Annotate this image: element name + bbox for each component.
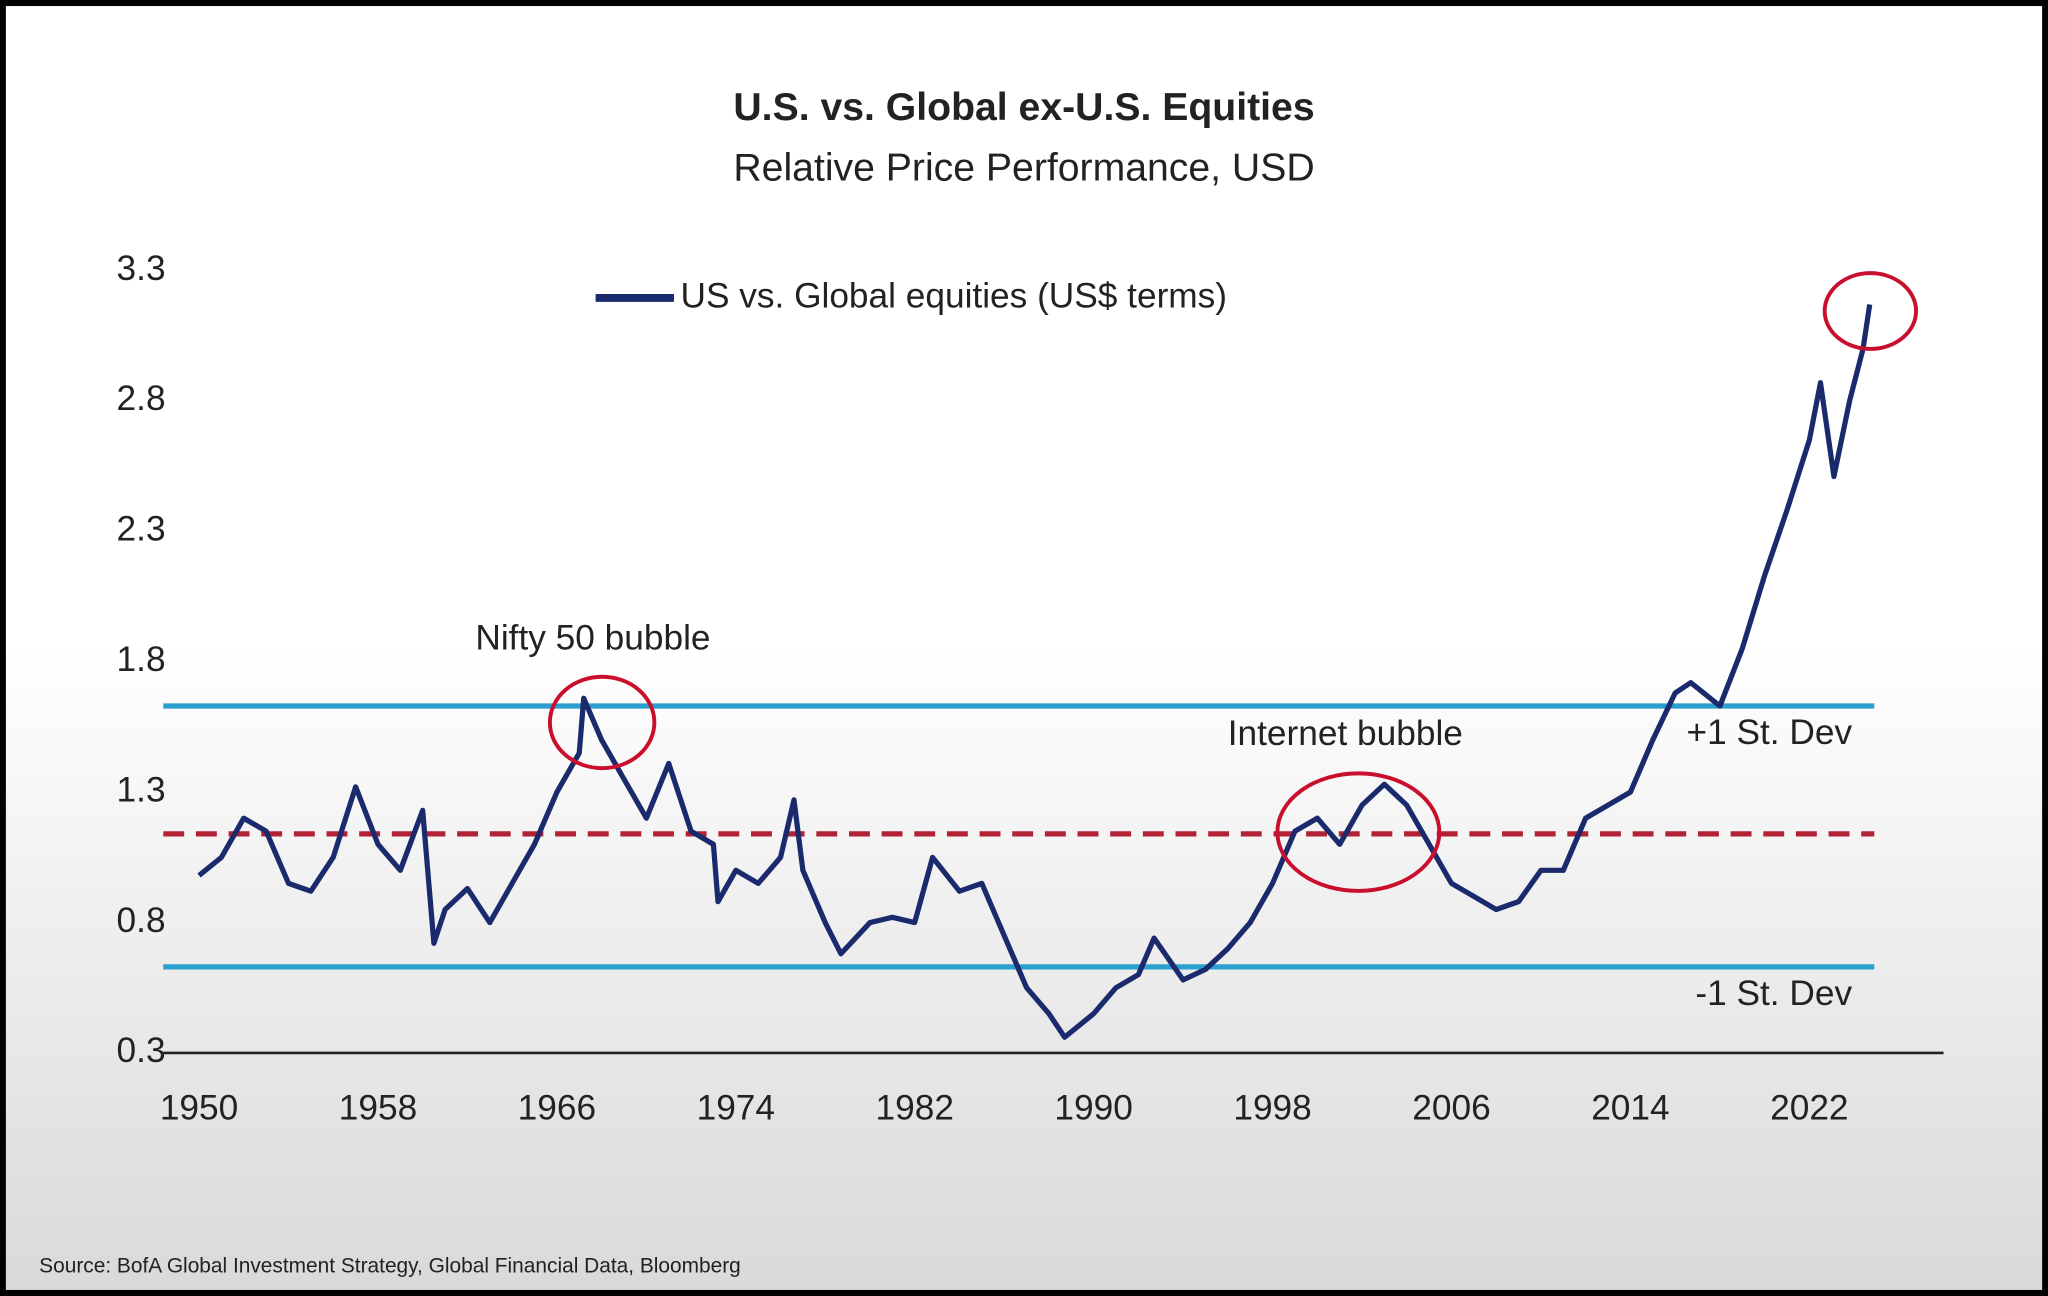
reference-label: -1 St. Dev xyxy=(1695,974,1852,1013)
y-tick-label: 2.3 xyxy=(117,510,166,549)
highlight-circle xyxy=(1275,771,1442,893)
y-tick-label: 0.8 xyxy=(117,901,166,940)
highlight-circle xyxy=(1822,271,1919,351)
y-tick-label: 1.3 xyxy=(117,770,166,809)
chart-title: U.S. vs. Global ex-U.S. Equities xyxy=(733,86,1314,129)
x-tick-label: 1990 xyxy=(1054,1089,1132,1128)
chart-subtitle: Relative Price Performance, USD xyxy=(733,146,1314,189)
reference-label: +1 St. Dev xyxy=(1687,713,1853,752)
x-tick-label: 1982 xyxy=(876,1089,954,1128)
x-tick-label: 1966 xyxy=(518,1089,596,1128)
source-note: Source: BofA Global Investment Strategy,… xyxy=(39,1255,741,1278)
plot-area: 0.3 0.8 1.3 1.8 2.3 2.8 3.3 1950 1958 1966 1974 198… xyxy=(117,249,1944,1128)
x-tick-label: 1998 xyxy=(1233,1089,1311,1128)
y-tick-label: 3.3 xyxy=(117,249,166,288)
annotation: Nifty 50 bubble xyxy=(475,618,710,657)
x-tick-label: 2014 xyxy=(1591,1089,1669,1128)
x-tick-label: 1958 xyxy=(339,1089,417,1128)
y-tick-label: 1.8 xyxy=(117,640,166,679)
x-tick-label: 2006 xyxy=(1412,1089,1490,1128)
x-tick-label: 2022 xyxy=(1770,1089,1848,1128)
highlight-circle xyxy=(547,674,657,771)
x-tick-label: 1974 xyxy=(697,1089,775,1128)
data-line xyxy=(197,304,1873,1040)
y-tick-label: 0.3 xyxy=(117,1031,166,1070)
legend-label: US vs. Global equities (US$ terms) xyxy=(680,276,1227,315)
annotation: Internet bubble xyxy=(1228,714,1463,753)
x-tick-label: 1950 xyxy=(160,1089,238,1128)
y-tick-label: 2.8 xyxy=(117,379,166,418)
